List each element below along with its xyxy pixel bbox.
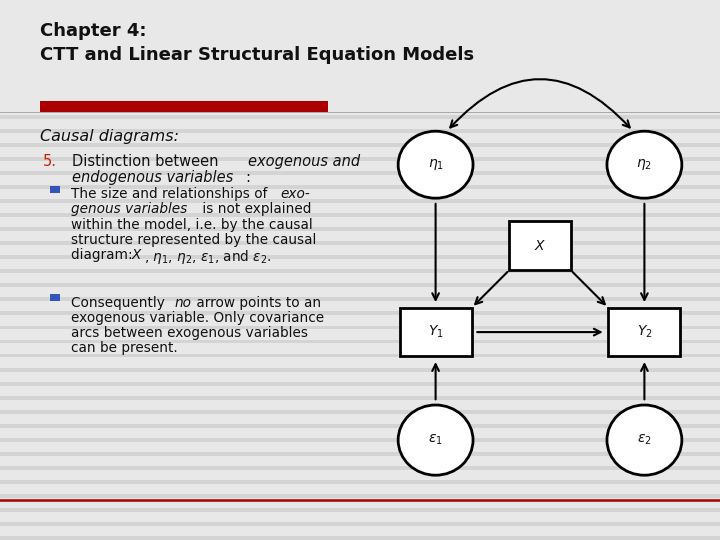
Text: $\varepsilon_2$: $\varepsilon_2$: [637, 433, 652, 447]
Text: $Y_2$: $Y_2$: [636, 324, 652, 340]
Bar: [0, 284, 720, 287]
Bar: [400, 308, 472, 356]
Text: exogenous variable. Only covariance: exogenous variable. Only covariance: [71, 311, 324, 325]
Text: $\eta_1$: $\eta_1$: [428, 157, 444, 172]
Text: structure represented by the causal: structure represented by the causal: [71, 233, 316, 247]
Bar: [510, 221, 571, 270]
Text: diagram:: diagram:: [71, 248, 137, 262]
Text: Distinction between: Distinction between: [72, 154, 223, 169]
Bar: [0, 508, 720, 512]
Bar: [0, 59, 720, 63]
Bar: [0, 452, 720, 456]
Text: arrow points to an: arrow points to an: [192, 296, 321, 310]
Text: :: :: [245, 170, 250, 185]
Bar: [0, 17, 720, 21]
Bar: [0, 241, 720, 245]
Bar: [0, 466, 720, 470]
Text: 5.: 5.: [43, 154, 57, 169]
Text: X: X: [132, 248, 141, 262]
Bar: [0, 31, 720, 35]
Bar: [0, 87, 720, 91]
Text: Consequently: Consequently: [71, 296, 168, 310]
Bar: [0, 227, 720, 231]
Bar: [0, 312, 720, 315]
Bar: [0, 536, 720, 540]
Text: $X$: $X$: [534, 239, 546, 253]
Ellipse shape: [607, 405, 682, 475]
Bar: [0, 143, 720, 147]
Bar: [0, 438, 720, 442]
Bar: [0, 340, 720, 343]
Text: Chapter 4:: Chapter 4:: [40, 22, 146, 39]
Bar: [50, 294, 60, 301]
Bar: [0, 199, 720, 203]
Text: exogenous and: exogenous and: [248, 154, 361, 169]
Ellipse shape: [398, 131, 473, 198]
Text: arcs between exogenous variables: arcs between exogenous variables: [71, 326, 307, 340]
Text: $\eta_2$: $\eta_2$: [636, 157, 652, 172]
Bar: [0, 3, 720, 6]
Bar: [0, 354, 720, 357]
Text: Causal diagrams:: Causal diagrams:: [40, 129, 179, 144]
Bar: [0, 368, 720, 372]
Bar: [608, 308, 680, 356]
Bar: [0, 269, 720, 273]
Bar: [0, 396, 720, 400]
Text: $\varepsilon_1$: $\varepsilon_1$: [428, 433, 443, 447]
Bar: [0, 410, 720, 414]
Bar: [0, 522, 720, 526]
Bar: [0, 171, 720, 175]
Text: exo-: exo-: [281, 187, 310, 201]
Text: no: no: [175, 296, 192, 310]
Ellipse shape: [607, 131, 682, 198]
Text: $Y_1$: $Y_1$: [428, 324, 444, 340]
Text: can be present.: can be present.: [71, 341, 177, 355]
Bar: [0, 494, 720, 498]
Text: endogenous variables: endogenous variables: [72, 170, 233, 185]
Text: The size and relationships of: The size and relationships of: [71, 187, 271, 201]
Bar: [0, 157, 720, 161]
Bar: [0, 424, 720, 428]
Bar: [0, 382, 720, 386]
Bar: [40, 101, 328, 112]
Bar: [0, 185, 720, 189]
Text: CTT and Linear Structural Equation Models: CTT and Linear Structural Equation Model…: [40, 46, 474, 64]
Bar: [0, 255, 720, 259]
Bar: [0, 480, 720, 484]
Ellipse shape: [398, 405, 473, 475]
Text: is not explained: is not explained: [198, 202, 311, 217]
Bar: [0, 115, 720, 119]
Bar: [0, 129, 720, 133]
Text: , $\eta_1$, $\eta_2$, $\varepsilon_1$, and $\varepsilon_2$.: , $\eta_1$, $\eta_2$, $\varepsilon_1$, a…: [144, 248, 271, 266]
Bar: [0, 45, 720, 49]
FancyArrowPatch shape: [450, 79, 630, 127]
Bar: [0, 213, 720, 217]
Bar: [50, 186, 60, 193]
Text: genous variables: genous variables: [71, 202, 186, 217]
Bar: [0, 0, 720, 111]
Bar: [0, 326, 720, 329]
Bar: [0, 298, 720, 301]
Bar: [0, 101, 720, 105]
Bar: [0, 73, 720, 77]
Text: within the model, i.e. by the causal: within the model, i.e. by the causal: [71, 218, 312, 232]
